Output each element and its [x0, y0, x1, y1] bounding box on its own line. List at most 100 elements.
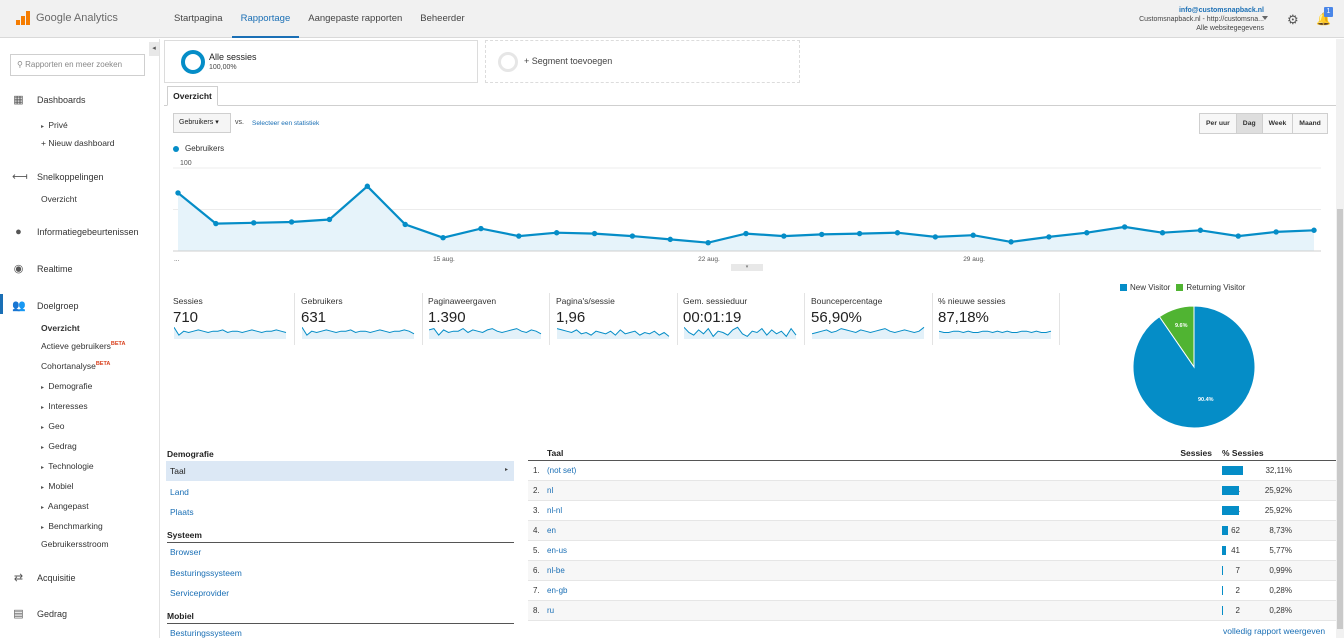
table-row[interactable]: 4. en 62 8,73% [528, 521, 1336, 541]
dimension-serviceprovider[interactable]: Serviceprovider [170, 588, 230, 598]
row-language-link[interactable]: en [547, 526, 556, 535]
dimension-plaats[interactable]: Plaats [170, 507, 194, 517]
data-point[interactable] [516, 233, 522, 239]
scorecard-6[interactable]: % nieuwe sessies 87,18% [938, 293, 1060, 345]
data-point[interactable] [402, 221, 408, 228]
scorecard-1[interactable]: Gebruikers 631 [301, 293, 423, 345]
table-row[interactable]: 3.nl-nl18425,92% [528, 501, 1336, 521]
metric-select[interactable]: Gebruikers ▾ [173, 113, 231, 133]
data-point[interactable] [781, 233, 787, 239]
sidebar-subitem-overzicht-active[interactable]: Overzicht [41, 323, 80, 333]
dimension-taal-active[interactable]: Taal ▸ [166, 461, 514, 481]
table-row[interactable]: 2.nl18425,92% [528, 481, 1336, 501]
data-point[interactable] [478, 225, 484, 232]
nav-aangepaste-rapporten[interactable]: Aangepaste rapporten [308, 13, 403, 24]
sidebar-subitem-gebruikersstroom[interactable]: Gebruikersstroom [41, 539, 109, 549]
sidebar-item-informatiegebeurtenissen[interactable]: ● Informatiegebeurtenissen [12, 226, 138, 238]
data-point[interactable] [1197, 227, 1204, 233]
sidebar-item-realtime[interactable]: ◉ Realtime [12, 263, 73, 275]
data-point[interactable] [288, 219, 295, 225]
sidebar-subitem-technologie[interactable]: ▸ Technologie [41, 461, 94, 471]
google-analytics-logo[interactable]: Google Analytics [16, 11, 118, 25]
dimension-besturingssysteem[interactable]: Besturingssysteem [170, 568, 242, 578]
header-sessies[interactable]: Sessies [1180, 448, 1212, 458]
row-language-link[interactable]: en-gb [547, 586, 568, 595]
data-point[interactable] [705, 240, 711, 246]
data-point[interactable] [440, 235, 446, 241]
row-language-link[interactable]: nl [547, 486, 554, 495]
row-language-link[interactable]: ru [547, 606, 555, 615]
data-point[interactable] [1008, 239, 1014, 245]
scorecard-2[interactable]: Paginaweergaven 1.390 [428, 293, 550, 345]
sidebar-item-doelgroep[interactable]: 👥 Doelgroep [12, 300, 79, 312]
account-selector[interactable]: info@customsnapback.nl Customsnapback.nl… [1139, 6, 1264, 33]
select-statistic-link[interactable]: Selecteer een statistiek [252, 120, 320, 127]
pie-slice-new-visitor[interactable] [1132, 305, 1256, 429]
visitor-type-pie-chart[interactable]: 9.6% 90.4% [1131, 304, 1257, 430]
sidebar-subitem-prive[interactable]: ▸ Privé [41, 120, 68, 130]
data-point[interactable] [1046, 234, 1052, 240]
table-row[interactable]: 7. en-gb 2 0,28% [528, 581, 1336, 601]
data-point[interactable] [1084, 230, 1090, 236]
data-point[interactable] [629, 233, 636, 239]
scorecard-0[interactable]: Sessies 710 [173, 293, 295, 345]
page-scrollbar[interactable] [1336, 39, 1344, 638]
dimension-land[interactable]: Land [170, 487, 189, 497]
data-point[interactable] [1121, 224, 1128, 230]
legend-returning-visitor[interactable]: Returning Visitor [1176, 283, 1245, 292]
sidebar-subitem-nieuw-dashboard[interactable]: + Nieuw dashboard [41, 138, 115, 148]
data-point[interactable] [1311, 227, 1317, 233]
sidebar-subitem-actieve-gebruikers[interactable]: Actieve gebruikersBETA [41, 341, 126, 351]
nav-rapportage[interactable]: Rapportage [231, 0, 300, 38]
data-point[interactable] [553, 230, 560, 236]
row-language-link[interactable]: nl-nl [547, 506, 563, 515]
users-line-chart[interactable]: 10050...15 aug.22 aug.29 aug. [173, 158, 1321, 268]
period-week[interactable]: Week [1261, 113, 1294, 134]
data-point[interactable] [591, 230, 598, 237]
row-language-link[interactable]: en-us [547, 546, 568, 555]
sidebar-item-acquisitie[interactable]: ⇄ Acquisitie [12, 572, 76, 584]
sidebar-subitem-benchmarking[interactable]: ▸ Benchmarking [41, 521, 103, 531]
scorecard-4[interactable]: Gem. sessieduur 00:01:19 [683, 293, 805, 345]
sidebar-subitem-cohortanalyse[interactable]: CohortanalyseBETA [41, 361, 111, 371]
period-dag[interactable]: Dag [1235, 113, 1263, 134]
data-point[interactable] [326, 216, 333, 223]
sidebar-subitem-gedrag[interactable]: ▸ Gedrag [41, 441, 77, 451]
data-point[interactable] [856, 230, 863, 237]
header-pct-sessies[interactable]: % Sessies [1222, 448, 1264, 458]
collapse-sidebar-button[interactable]: ◂ [149, 42, 159, 56]
sidebar-subitem-geo[interactable]: ▸ Geo [41, 421, 65, 431]
sidebar-subitem-overzicht[interactable]: Overzicht [41, 194, 77, 204]
sidebar-subitem-mobiel[interactable]: ▸ Mobiel [41, 481, 74, 491]
data-point[interactable] [364, 183, 371, 189]
sidebar-item-dashboards[interactable]: ▦ Dashboards [12, 94, 85, 106]
data-point[interactable] [970, 232, 976, 238]
data-point[interactable] [1235, 233, 1241, 239]
data-point[interactable] [894, 230, 901, 236]
table-row[interactable]: 5. en-us 41 5,77% [528, 541, 1336, 561]
full-report-link[interactable]: volledig rapport weergeven [1223, 626, 1326, 636]
data-point[interactable] [213, 220, 219, 227]
nav-beheerder[interactable]: Beheerder [420, 13, 465, 24]
table-row[interactable]: 1.(not set)22832,11% [528, 461, 1336, 481]
search-input[interactable]: ⚲ Rapporten en meer zoeken [10, 54, 145, 76]
add-segment-button[interactable]: + Segment toevoegen [485, 40, 800, 83]
scorecard-3[interactable]: Pagina's/sessie 1,96 [556, 293, 678, 345]
data-point[interactable] [743, 230, 749, 237]
sidebar-subitem-aangepast[interactable]: ▸ Aangepast [41, 501, 89, 511]
notification-badge[interactable]: 1 [1324, 7, 1333, 17]
gear-icon[interactable]: ⚙ [1287, 12, 1299, 27]
legend-new-visitor[interactable]: New Visitor [1120, 283, 1170, 292]
row-language-link[interactable]: (not set) [547, 466, 577, 475]
sidebar-item-gedrag[interactable]: ▤ Gedrag [12, 608, 67, 620]
data-point[interactable] [251, 220, 257, 226]
sidebar-subitem-interesses[interactable]: ▸ Interesses [41, 401, 88, 411]
chevron-down-icon[interactable] [1262, 16, 1268, 20]
data-point[interactable] [1273, 229, 1279, 235]
tab-overzicht[interactable]: Overzicht [167, 86, 218, 106]
dimension-mobiel-besturingssysteem[interactable]: Besturingssysteem [170, 628, 242, 638]
sidebar-subitem-demografie[interactable]: ▸ Demografie [41, 381, 93, 391]
period-per-uur[interactable]: Per uur [1199, 113, 1237, 134]
data-point[interactable] [175, 190, 181, 196]
chart-expand-handle[interactable]: ▾ [731, 264, 763, 271]
